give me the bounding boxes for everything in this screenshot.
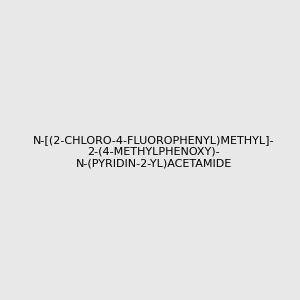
Text: N-[(2-CHLORO-4-FLUOROPHENYL)METHYL]-
2-(4-METHYLPHENOXY)-
N-(PYRIDIN-2-YL)ACETAM: N-[(2-CHLORO-4-FLUOROPHENYL)METHYL]- 2-(… (33, 135, 274, 168)
